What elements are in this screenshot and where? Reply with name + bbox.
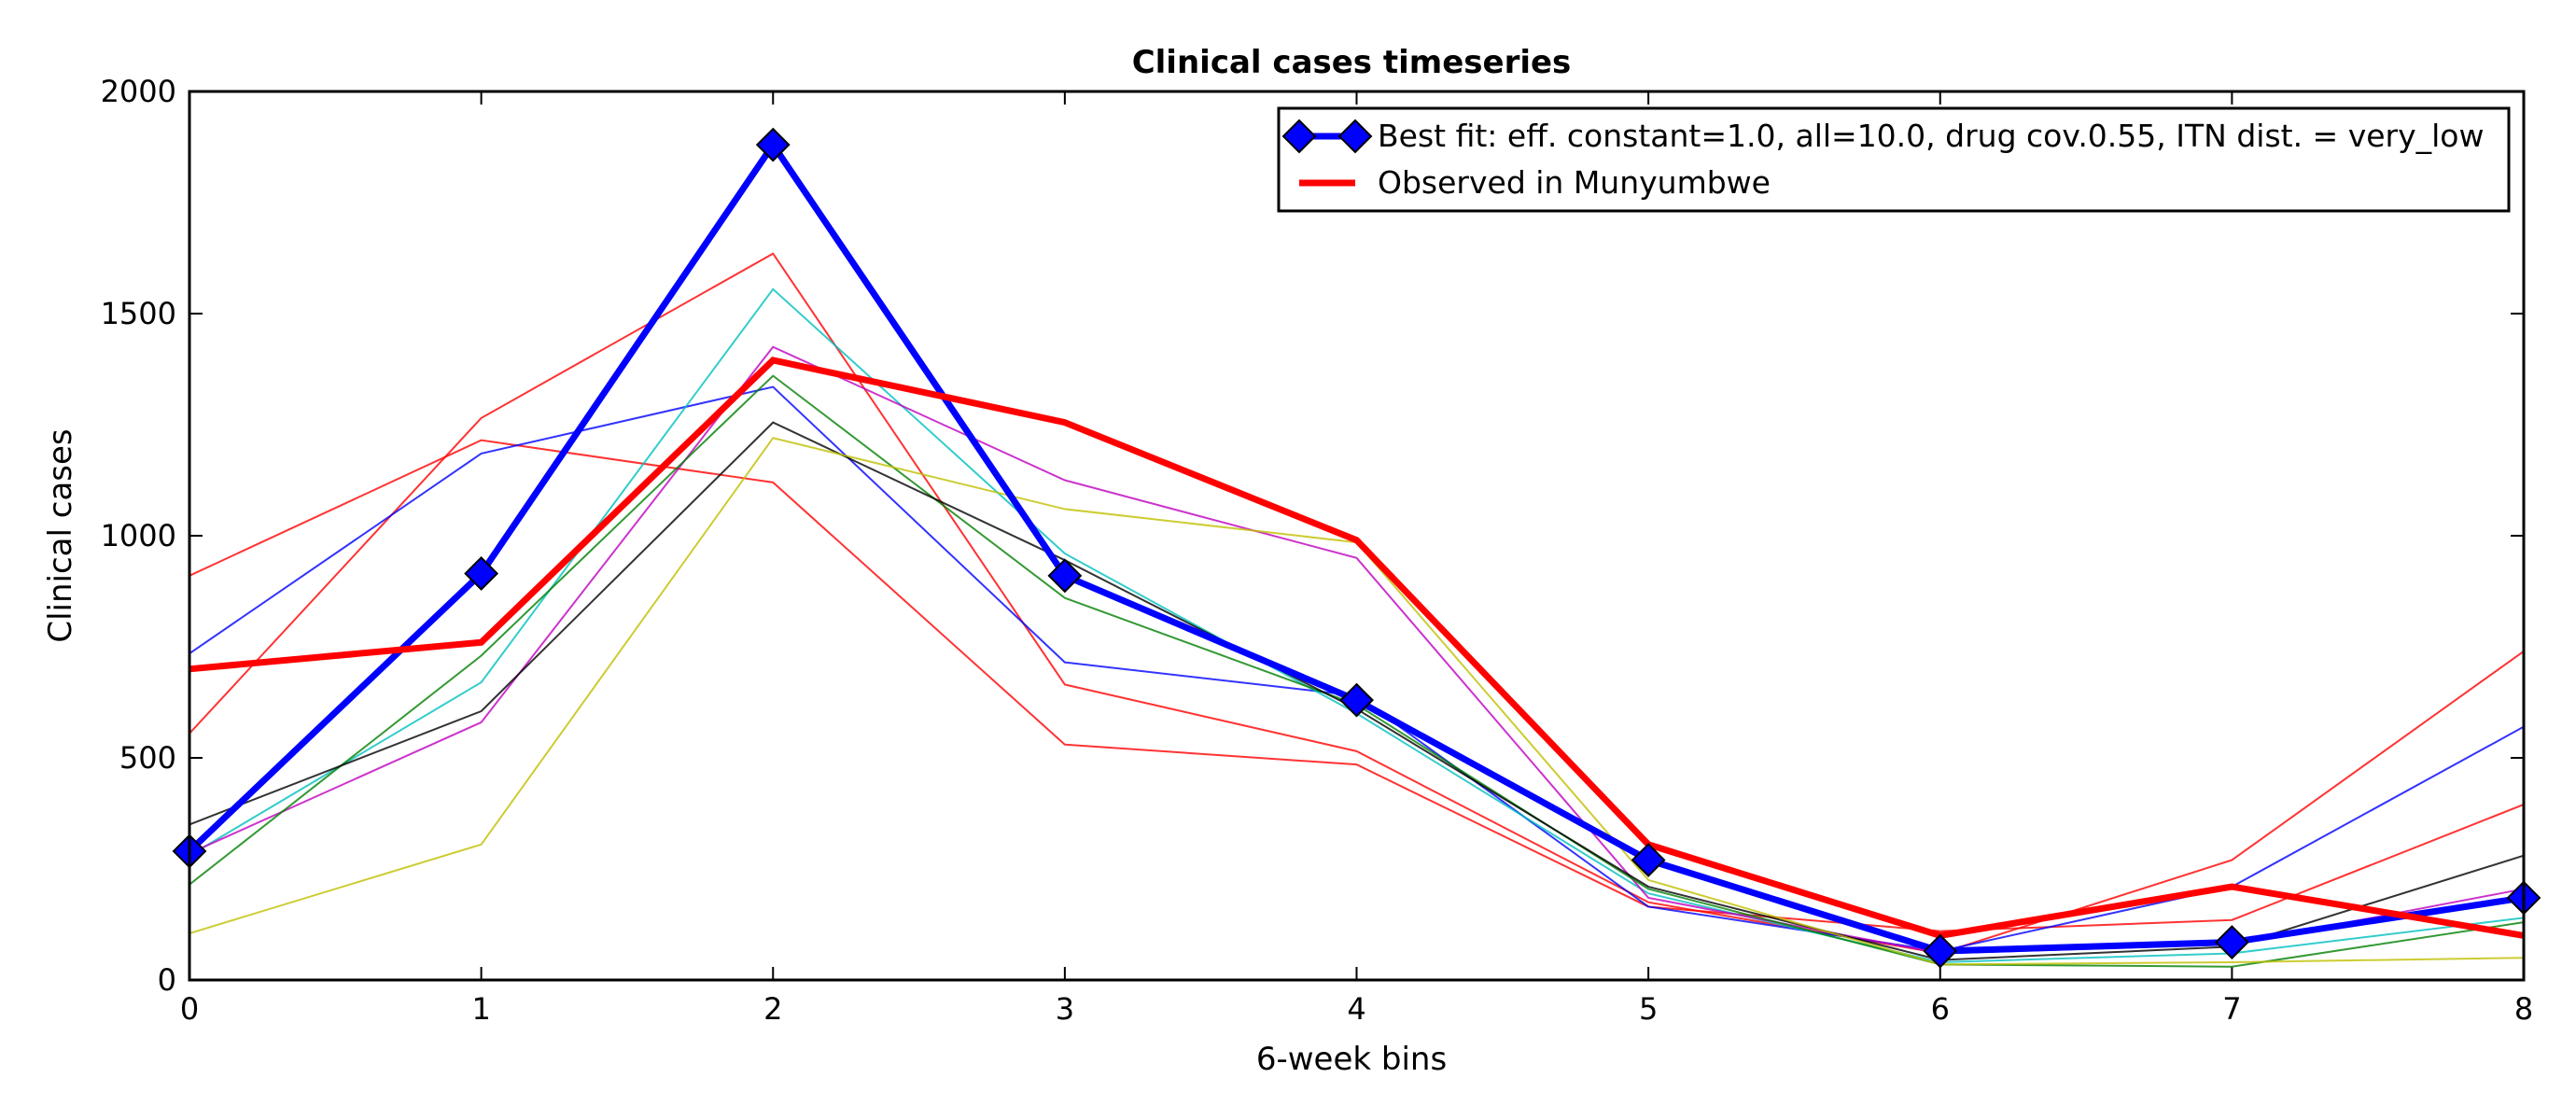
chart-title: Clinical cases timeseries [1132, 44, 1572, 81]
x-tick-label: 2 [763, 991, 782, 1027]
x-tick-label: 1 [471, 991, 490, 1027]
x-tick-label: 0 [180, 991, 199, 1027]
y-tick-label: 500 [119, 740, 176, 776]
x-axis-label: 6-week bins [1256, 1041, 1447, 1078]
y-tick-label: 0 [158, 962, 176, 998]
y-tick-label: 1000 [101, 518, 176, 553]
x-tick-label: 5 [1639, 991, 1658, 1027]
x-tick-label: 4 [1347, 991, 1365, 1027]
best-fit-marker [2214, 925, 2249, 959]
legend-box [1277, 106, 2511, 213]
axis-ticks: 0 1 2 3 4 5 6 7 8 0 500 1000 1500 2000 [101, 74, 2534, 1027]
best-fit-marker [1923, 933, 1958, 969]
legend-best-fit-marker [1281, 119, 1317, 154]
background-series-line [189, 439, 2525, 932]
x-tick-label: 3 [1056, 991, 1074, 1027]
best-fit-marker [464, 556, 499, 591]
legend-best-fit-label: Best fit: eff. constant=1.0, all=10.0, d… [1378, 118, 2484, 154]
observed-line [189, 357, 2525, 939]
y-tick-label: 1500 [101, 296, 176, 331]
best-fit-marker [1047, 558, 1083, 594]
best-fit-marker [1339, 682, 1374, 718]
y-axis-label: Clinical cases [42, 428, 79, 642]
legend-best-fit-marker [1337, 119, 1373, 154]
legend-observed-label: Observed in Munyumbwe [1378, 164, 1771, 201]
x-tick-label: 7 [2222, 991, 2241, 1027]
best-fit-marker [1631, 843, 1666, 877]
x-tick-label: 6 [1931, 991, 1950, 1027]
plot-frame [188, 90, 2526, 982]
legend: Best fit: eff. constant=1.0, all=10.0, d… [1277, 106, 2511, 213]
plot-area [172, 127, 2541, 969]
best-fit-marker [755, 127, 791, 162]
x-tick-label: 8 [2514, 991, 2533, 1027]
y-tick-label: 2000 [101, 74, 176, 109]
background-series-line [189, 252, 2525, 955]
